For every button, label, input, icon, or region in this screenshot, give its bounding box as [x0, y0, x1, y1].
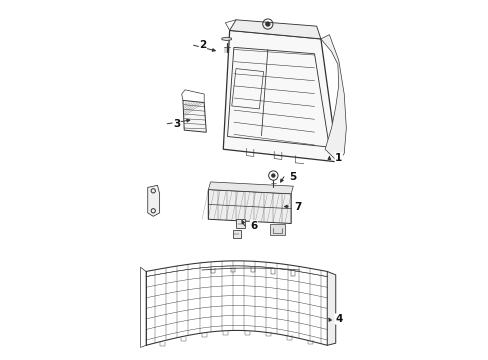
Polygon shape — [222, 37, 231, 41]
Polygon shape — [223, 30, 337, 162]
Circle shape — [271, 174, 274, 177]
Polygon shape — [326, 271, 335, 345]
Text: 2: 2 — [199, 40, 206, 50]
Text: 5: 5 — [289, 172, 296, 182]
Polygon shape — [236, 219, 245, 228]
Text: 4: 4 — [334, 314, 342, 324]
Polygon shape — [208, 190, 290, 224]
Polygon shape — [229, 20, 320, 39]
Polygon shape — [183, 100, 206, 132]
Polygon shape — [232, 230, 241, 238]
Polygon shape — [208, 182, 293, 194]
Polygon shape — [269, 224, 284, 235]
Text: 7: 7 — [293, 202, 301, 212]
Text: 1: 1 — [334, 153, 342, 163]
Polygon shape — [320, 35, 346, 162]
Text: 6: 6 — [250, 221, 257, 231]
Text: 3: 3 — [173, 119, 180, 129]
Polygon shape — [147, 185, 159, 216]
Circle shape — [265, 22, 269, 26]
